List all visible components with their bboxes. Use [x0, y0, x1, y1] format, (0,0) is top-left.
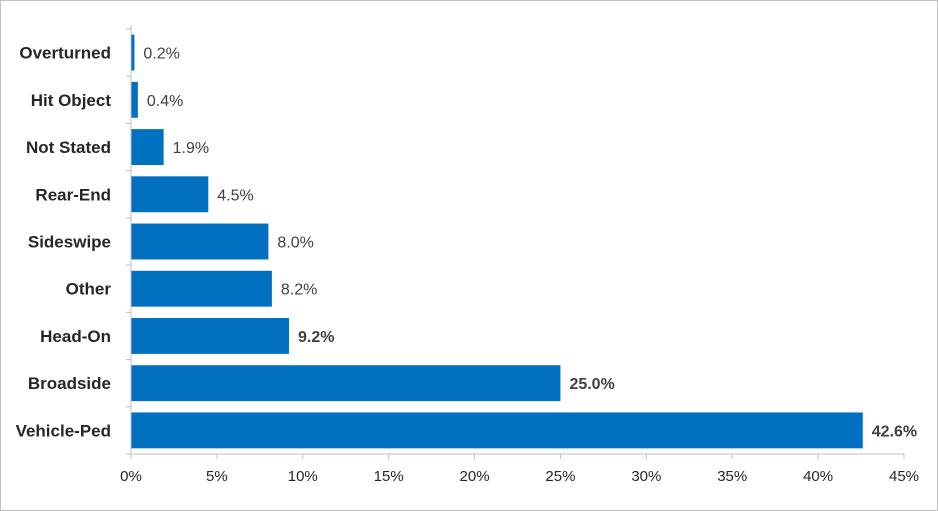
labels-group: Overturned 0.2% Hit Object 0.4% Not Stated 1.… [16, 44, 918, 441]
x-tick-label: 20% [460, 468, 490, 485]
bar-head-on [131, 318, 290, 354]
x-tick-label: 25% [545, 468, 575, 485]
bars-group [131, 34, 863, 449]
bar-hit-object [131, 81, 138, 118]
x-tick-label: 15% [374, 468, 404, 485]
x-tick-label: 30% [631, 468, 661, 485]
data-label: 4.5% [217, 187, 253, 204]
x-tick-label: 35% [717, 468, 747, 485]
x-tick-label: 0% [120, 468, 142, 485]
category-label: Other [66, 280, 112, 299]
category-label: Vehicle-Ped [16, 421, 111, 440]
category-label: Broadside [28, 374, 111, 393]
category-label: Overturned [19, 44, 111, 63]
data-label: 42.6% [872, 423, 917, 440]
bar-other [131, 270, 272, 307]
category-label: Sideswipe [28, 233, 111, 252]
data-label: 1.9% [173, 140, 209, 157]
x-tick-label: 45% [889, 468, 919, 485]
x-tick-label: 5% [206, 468, 228, 485]
data-label: 8.0% [277, 235, 313, 252]
category-label: Not Stated [26, 138, 111, 157]
category-label: Hit Object [31, 91, 112, 110]
bar-sideswipe [131, 223, 269, 260]
bar-vehicle-ped [131, 412, 863, 449]
data-label: 8.2% [281, 282, 317, 299]
bar-broadside [131, 365, 561, 402]
x-tick-label: 40% [803, 468, 833, 485]
data-label: 0.2% [143, 46, 179, 63]
bar-not-stated [131, 129, 164, 165]
data-label: 0.4% [147, 93, 183, 110]
bar-rear-end [131, 176, 209, 213]
bar-overturned [131, 34, 135, 71]
data-label: 9.2% [298, 329, 334, 346]
x-tick-label: 10% [288, 468, 318, 485]
data-label: 25.0% [569, 376, 614, 393]
category-label: Rear-End [35, 185, 111, 204]
axes-group: 0% 5% 10% 15% 20% 25% 30% 35% 40% 45% [120, 25, 919, 485]
category-label: Head-On [40, 327, 111, 346]
